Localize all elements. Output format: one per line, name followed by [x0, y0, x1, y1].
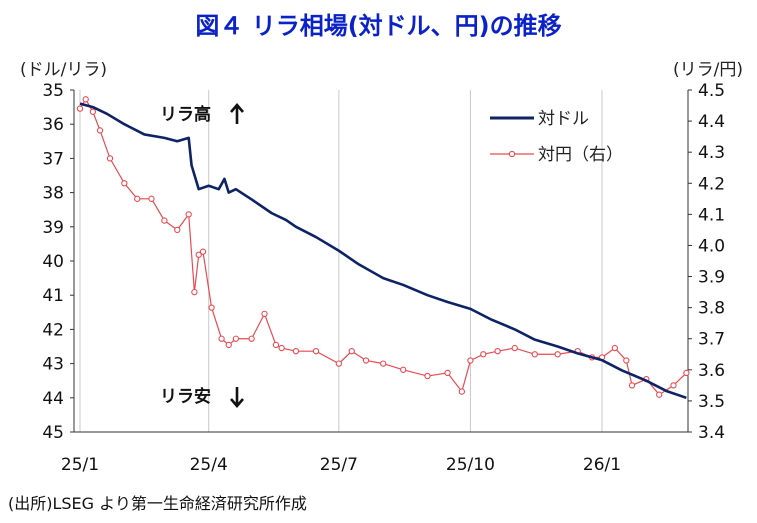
data-point-jpy	[623, 357, 630, 364]
data-point-jpy	[148, 195, 155, 202]
data-point-jpy	[161, 217, 168, 224]
data-point-jpy	[106, 155, 114, 162]
data-point-jpy	[278, 344, 285, 352]
series-layer	[76, 96, 690, 400]
data-point-jpy	[611, 344, 619, 352]
data-point-jpy	[362, 357, 370, 364]
right-tick-label: 3.8	[698, 299, 725, 319]
data-point-jpy	[683, 369, 690, 377]
data-point-jpy	[134, 195, 141, 202]
data-point-jpy	[218, 335, 225, 342]
right-tick-label: 4.1	[698, 205, 725, 225]
x-tick-label: 25/1	[61, 455, 99, 475]
data-point-jpy	[444, 369, 451, 377]
source-note: (出所)LSEG より第一生命経済研究所作成	[8, 494, 307, 513]
data-point-jpy	[292, 348, 300, 355]
data-point-jpy	[656, 391, 663, 398]
left-tick-label: 38	[42, 184, 64, 204]
legend-label-jpy: 対円（右）	[538, 145, 623, 165]
right-tick-label: 3.9	[698, 268, 725, 288]
left-tick-label: 40	[42, 252, 64, 272]
x-tick-label: 25/7	[320, 455, 358, 475]
data-point-jpy	[199, 248, 207, 255]
series-line-usd	[79, 102, 687, 400]
data-point-jpy	[480, 351, 487, 358]
data-point-jpy	[248, 335, 255, 342]
data-point-jpy	[554, 351, 561, 358]
right-axis-ticks: 4.5 4.4 4.3 4.2 4.1 4.0 3.9 3.8 3.7 3.6 3.5 3.4	[688, 81, 725, 443]
legend-label-usd: 対ドル	[538, 109, 589, 129]
left-tick-label: 39	[42, 218, 64, 238]
left-axis-ticks: 35 36 37 38 39 40 41 42 43 44 45	[42, 81, 74, 443]
arrow-up-icon	[230, 103, 244, 124]
left-tick-label: 35	[42, 81, 64, 101]
data-point-jpy	[261, 310, 268, 318]
data-point-jpy	[400, 366, 407, 373]
data-point-jpy	[348, 348, 355, 355]
right-tick-label: 4.5	[698, 81, 725, 101]
left-tick-label: 41	[42, 286, 64, 306]
right-tick-label: 4.3	[698, 143, 725, 163]
right-tick-label: 4.4	[698, 112, 725, 132]
x-axis-ticks: 25/1 25/4 25/7 25/10 26/1	[61, 455, 621, 475]
x-tick-label: 26/1	[583, 455, 621, 475]
data-point-jpy	[232, 335, 240, 342]
data-point-jpy	[424, 372, 431, 380]
data-point-jpy	[96, 127, 104, 134]
right-tick-label: 3.4	[698, 423, 725, 443]
left-tick-label: 45	[42, 423, 64, 443]
right-axis-unit: (リラ/円)	[673, 60, 743, 80]
data-point-jpy	[380, 360, 387, 367]
data-point-jpy	[312, 348, 320, 355]
data-point-jpy	[225, 341, 232, 349]
left-tick-label: 44	[42, 389, 64, 409]
data-point-jpy	[185, 211, 192, 218]
left-tick-label: 42	[42, 320, 64, 340]
x-tick-label: 25/10	[446, 455, 495, 475]
data-point-jpy	[121, 180, 128, 187]
data-point-jpy	[82, 96, 89, 103]
data-point-jpy	[511, 344, 518, 352]
right-tick-label: 3.6	[698, 361, 725, 381]
data-point-jpy	[494, 348, 501, 355]
left-tick-label: 43	[42, 355, 64, 375]
annotation-down: リラ安	[160, 386, 211, 407]
left-tick-label: 37	[42, 149, 64, 169]
right-tick-label: 4.0	[698, 236, 725, 256]
x-tick-label: 25/4	[190, 455, 228, 475]
grid-lines	[79, 90, 603, 432]
data-point-jpy	[191, 288, 198, 296]
data-point-jpy	[89, 108, 97, 115]
data-point-jpy	[76, 105, 84, 112]
data-point-jpy	[628, 382, 636, 389]
arrow-down-icon	[230, 387, 244, 408]
data-point-jpy	[467, 357, 474, 364]
right-tick-label: 3.5	[698, 392, 725, 412]
left-tick-label: 36	[42, 115, 64, 135]
left-axis-unit: (ドル/リラ)	[20, 60, 107, 80]
data-point-jpy	[272, 341, 280, 349]
chart-title: 図４ リラ相場(対ドル、円)の推移	[195, 12, 562, 40]
data-point-jpy	[208, 304, 215, 311]
series-line-jpy	[79, 98, 687, 396]
data-point-jpy	[335, 360, 343, 367]
right-tick-label: 3.7	[698, 330, 725, 350]
right-tick-label: 4.2	[698, 174, 725, 194]
annotation-up: リラ高	[160, 104, 211, 125]
data-point-jpy	[195, 251, 202, 258]
legend-marker-jpy	[508, 150, 516, 158]
data-point-jpy	[174, 226, 181, 234]
data-point-jpy	[458, 388, 465, 395]
legend: 対ドル 対円（右）	[490, 109, 623, 165]
data-point-jpy	[670, 382, 677, 389]
data-point-jpy	[531, 351, 538, 358]
